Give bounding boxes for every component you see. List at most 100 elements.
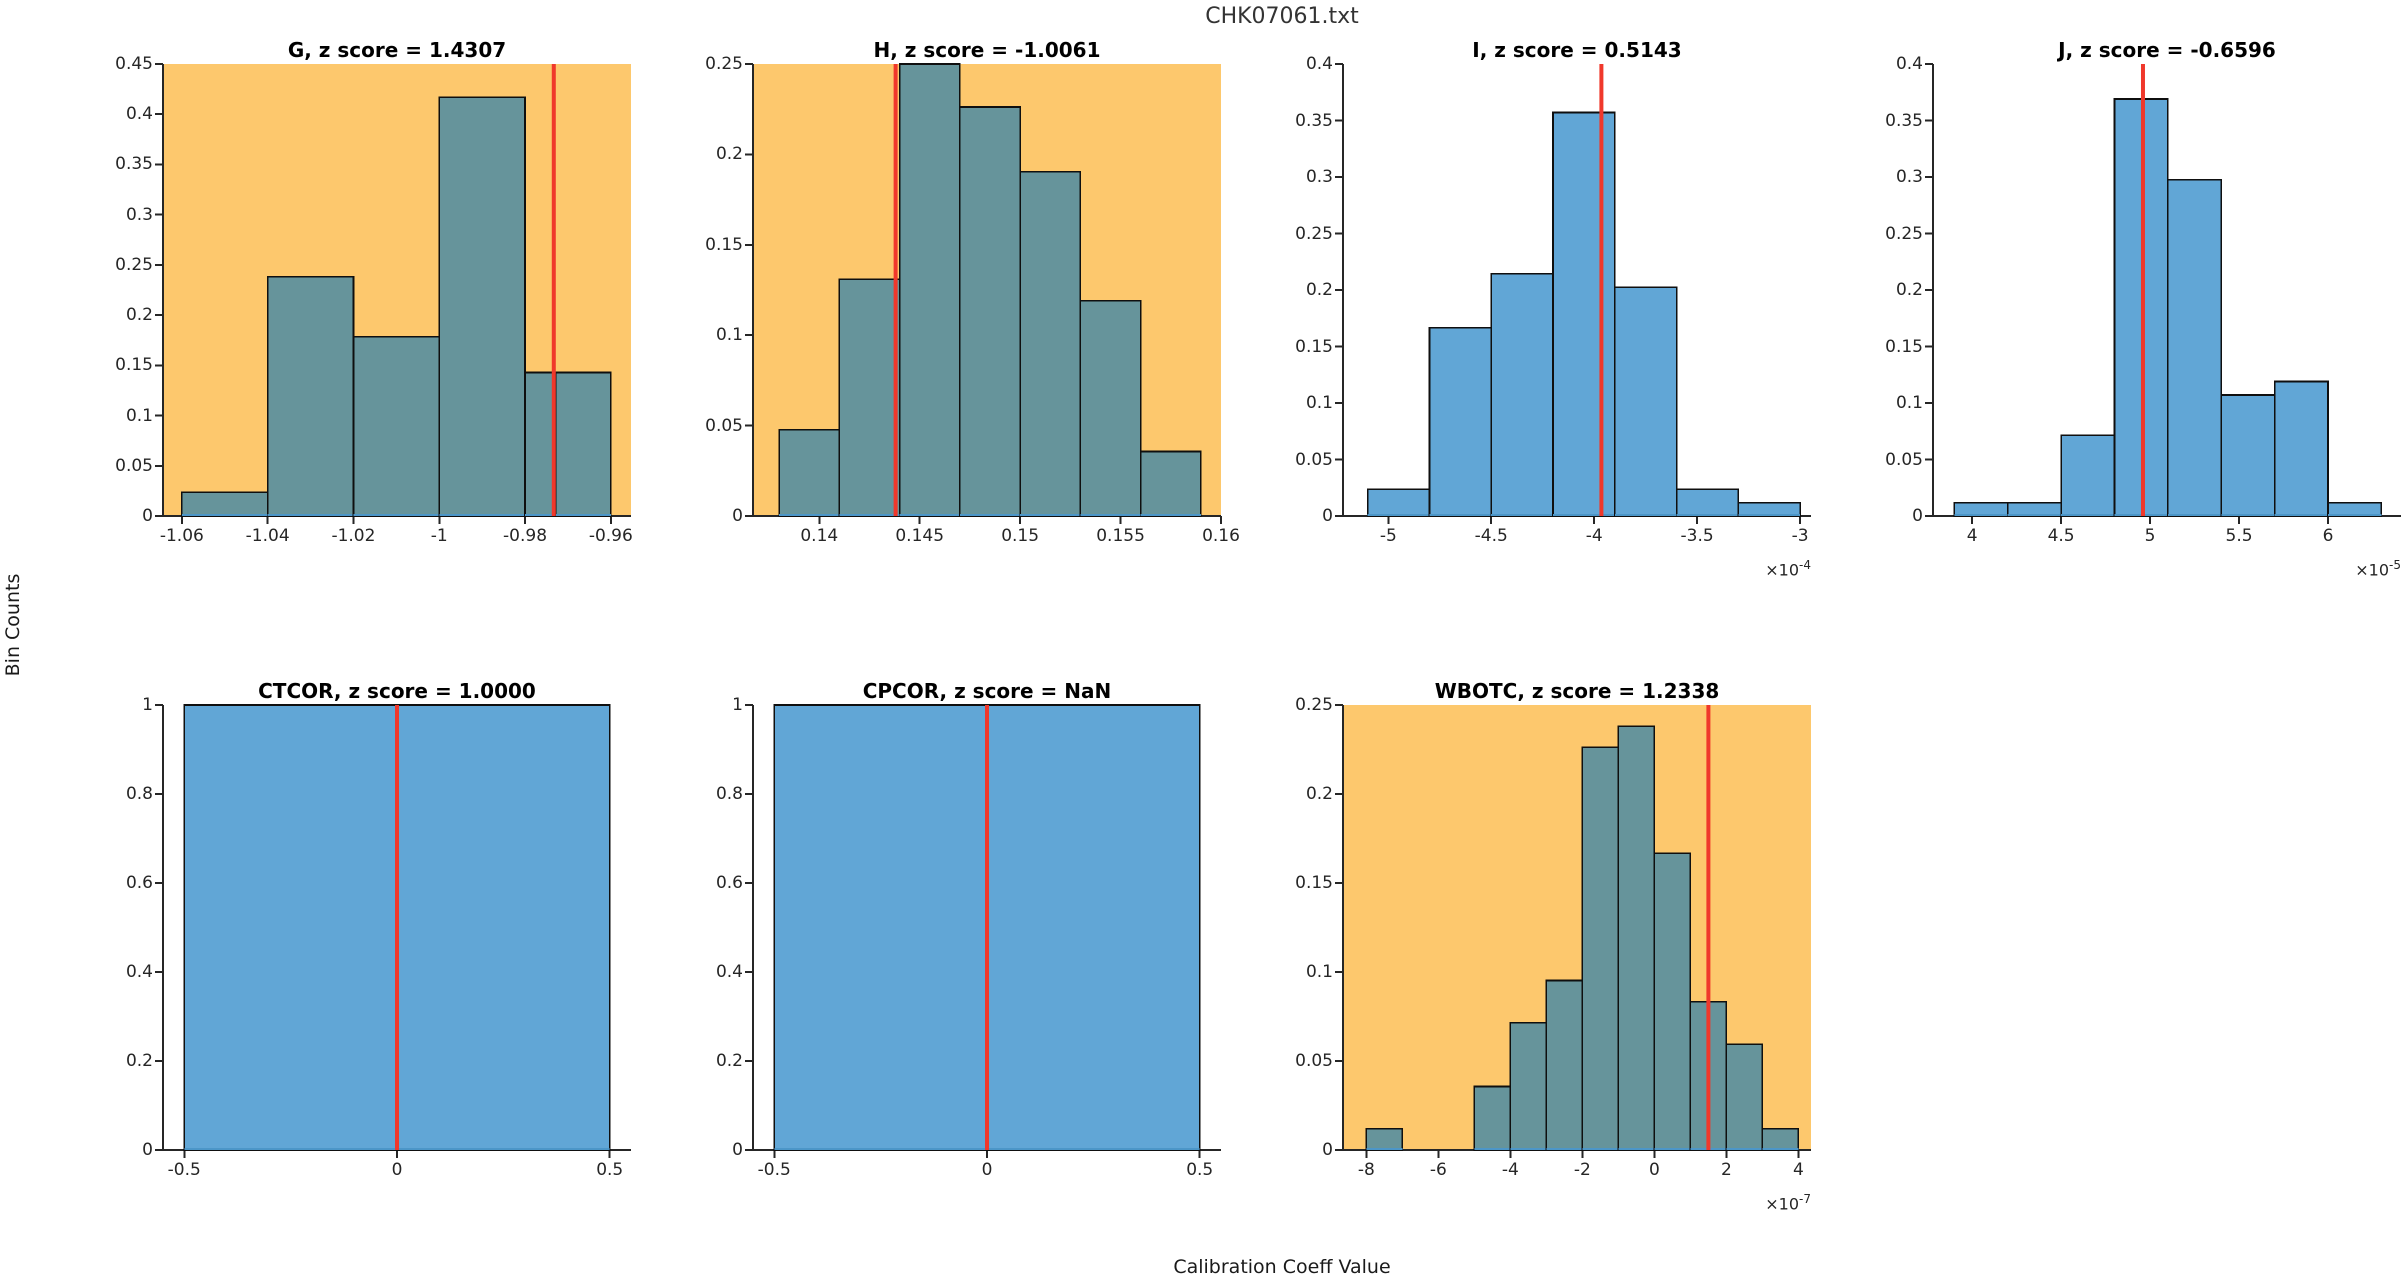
y-tick-label: 0 [732, 1140, 743, 1160]
exponent-prefix: ×10 [1765, 560, 1800, 580]
y-tick-label: 0.2 [715, 144, 743, 165]
y-tick-label: 1 [142, 695, 153, 715]
x-tick-label: 4.5 [2047, 526, 2075, 546]
histogram-bar [1509, 1022, 1548, 1151]
histogram-bar [1617, 725, 1656, 1151]
y-tick-label: 0 [142, 1140, 153, 1160]
histogram-bar [2006, 501, 2062, 517]
histogram-bar [1365, 1128, 1404, 1151]
subplot-title-H: H, z score = -1.0061 [873, 38, 1101, 62]
histogram-bar [2273, 380, 2329, 517]
y-tick-label: 0.1 [1895, 393, 1923, 413]
subplot-CPCOR [745, 704, 1221, 1158]
y-tick-label: 0 [1322, 1140, 1333, 1160]
histogram-bar [1675, 488, 1740, 517]
subplot-title-CTCOR: CTCOR, z score = 1.0000 [258, 679, 536, 703]
histogram-bar [1473, 1085, 1512, 1151]
histogram-bar [1761, 1128, 1800, 1151]
x-tick-label: 0.145 [895, 526, 945, 546]
y-tick-label: 0.4 [1305, 54, 1333, 74]
exponent-value: -7 [1799, 1192, 1811, 1206]
y-tick-label: 0.25 [705, 54, 743, 74]
x-tick-label: -3.5 [1680, 526, 1714, 546]
x-tick-label: 0.155 [1096, 526, 1145, 546]
y-tick-label: 0.05 [115, 455, 153, 476]
histogram-bar [1428, 326, 1493, 517]
histogram-bar [1552, 111, 1616, 517]
x-tick-label: 0.14 [800, 526, 839, 546]
y-tick-label: 0.35 [115, 154, 153, 175]
y-tick-label: 0.2 [715, 1051, 743, 1071]
y-tick-label: 0.15 [1295, 873, 1333, 893]
y-tick-label: 0.2 [125, 1051, 153, 1071]
x-tick-label: -4 [1585, 526, 1603, 546]
y-axis-label: Bin Counts [2, 573, 24, 677]
subplot-WBOTC [1335, 704, 1811, 1158]
y-tick-label: 0.2 [1305, 784, 1333, 804]
subplot-H [745, 63, 1222, 524]
histogram-bar [1019, 170, 1082, 517]
subplot-title-J: J, z score = -0.6596 [2058, 38, 2276, 62]
histogram-bar [1653, 852, 1692, 1151]
axis-exponent-label: ×10-5 [2261, 558, 2401, 579]
histogram-bar [1366, 488, 1431, 517]
x-tick-label: 4 [1792, 1160, 1804, 1180]
histogram-bar [1725, 1043, 1764, 1151]
x-tick-label: -0.5 [757, 1160, 791, 1180]
y-tick-label: 0.8 [125, 784, 153, 804]
y-tick-label: 0 [1322, 506, 1333, 526]
histogram-bar [2167, 178, 2223, 517]
y-tick-label: 0 [1912, 506, 1923, 526]
y-tick-label: 0.1 [125, 405, 153, 426]
histogram-bar [1581, 746, 1620, 1151]
y-tick-label: 0.25 [1885, 223, 1923, 244]
y-tick-label: 0.4 [125, 962, 153, 982]
y-tick-label: 0.35 [1885, 110, 1923, 131]
x-tick-label: 0 [391, 1160, 403, 1180]
y-tick-label: 0.1 [1305, 393, 1333, 413]
x-tick-label: -1 [430, 526, 448, 546]
x-tick-label: -2 [1573, 1160, 1591, 1180]
y-tick-label: 0.6 [715, 873, 743, 893]
y-tick-label: 0.05 [705, 415, 743, 436]
y-tick-label: 0.2 [1895, 280, 1923, 300]
histogram-bar [1953, 501, 2009, 517]
y-tick-label: 0.05 [1295, 449, 1333, 470]
histogram-bar [959, 106, 1021, 517]
x-tick-label: 4 [1966, 526, 1978, 546]
y-tick-label: 1 [732, 695, 743, 715]
y-tick-label: 0.3 [1305, 167, 1333, 187]
histogram-bar [266, 276, 355, 517]
y-tick-label: 0.1 [715, 325, 743, 346]
x-axis-label: Calibration Coeff Value [1173, 1256, 1391, 1278]
histogram-bar [181, 491, 269, 517]
histogram-bar [352, 335, 441, 517]
subplot-title-CPCOR: CPCOR, z score = NaN [862, 679, 1112, 703]
histogram-bar [1737, 501, 1801, 517]
axis-exponent-label: ×10-4 [1671, 558, 1811, 579]
x-tick-label: 0.15 [1001, 526, 1040, 546]
x-tick-label: -0.98 [503, 526, 548, 546]
subplot-I [1335, 63, 1811, 524]
figure-title: CHK07061.txt [1205, 4, 1359, 29]
y-tick-label: 0.05 [1295, 1051, 1333, 1071]
histogram-bar [778, 429, 841, 517]
y-tick-label: 0.15 [1295, 336, 1333, 357]
y-tick-label: 0.6 [125, 873, 153, 893]
exponent-prefix: ×10 [1765, 1194, 1800, 1214]
x-tick-label: 0 [1648, 1160, 1660, 1180]
histogram-bar [438, 96, 526, 517]
x-tick-label: 2 [1720, 1160, 1732, 1180]
subplot-title-I: I, z score = 0.5143 [1472, 38, 1682, 62]
histogram-bar [2220, 394, 2276, 517]
y-tick-label: 0.35 [1295, 110, 1333, 131]
subplot-CTCOR [155, 704, 631, 1158]
y-tick-label: 0.3 [1895, 167, 1923, 187]
axis-exponent-label: ×10-7 [1671, 1192, 1811, 1213]
y-tick-label: 0.4 [125, 104, 153, 125]
histogram-bar [1139, 450, 1202, 517]
y-tick-label: 0.25 [1295, 695, 1333, 715]
histogram-bar [1079, 300, 1142, 517]
histogram-bar [1490, 273, 1554, 517]
